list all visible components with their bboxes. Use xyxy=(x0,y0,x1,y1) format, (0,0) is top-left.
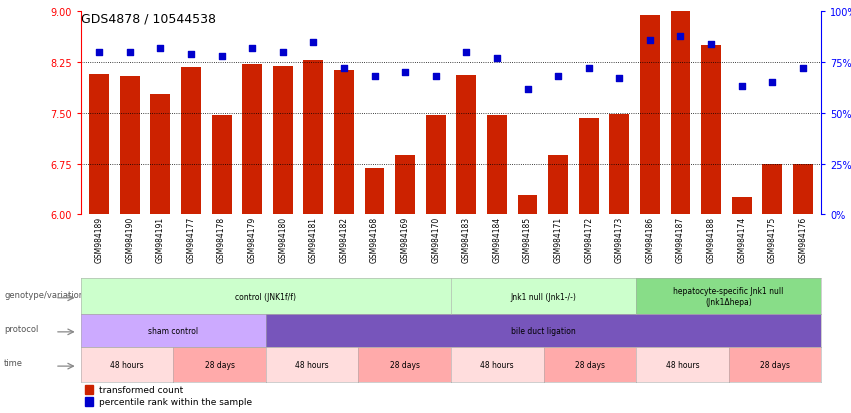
Point xyxy=(521,86,534,93)
Point xyxy=(123,50,137,56)
Point xyxy=(429,74,443,81)
Point xyxy=(460,50,473,56)
Bar xyxy=(181,68,201,215)
Point xyxy=(93,50,106,56)
Bar xyxy=(273,66,293,215)
Bar xyxy=(364,169,385,215)
Point xyxy=(276,50,289,56)
Bar xyxy=(89,74,109,215)
Bar xyxy=(793,164,813,215)
Bar xyxy=(701,46,721,215)
Bar xyxy=(456,76,477,215)
Point xyxy=(613,76,626,83)
Point xyxy=(337,66,351,72)
Text: 28 days: 28 days xyxy=(204,360,235,369)
Point xyxy=(184,52,197,58)
Bar xyxy=(487,116,507,215)
Text: 28 days: 28 days xyxy=(574,360,605,369)
Bar xyxy=(762,164,782,215)
Text: 28 days: 28 days xyxy=(390,360,420,369)
Bar xyxy=(212,116,231,215)
Point xyxy=(153,45,167,52)
Text: hepatocyte-specific Jnk1 null
(Jnk1Δhepa): hepatocyte-specific Jnk1 null (Jnk1Δhepa… xyxy=(673,287,784,306)
Bar xyxy=(671,9,690,215)
Point xyxy=(490,56,504,62)
Text: 48 hours: 48 hours xyxy=(295,360,329,369)
Bar xyxy=(579,119,598,215)
Bar xyxy=(151,95,170,215)
Point xyxy=(735,84,749,90)
Bar xyxy=(732,198,751,215)
Point xyxy=(214,54,228,60)
Text: GDS4878 / 10544538: GDS4878 / 10544538 xyxy=(81,12,216,25)
Point xyxy=(705,41,718,48)
Bar xyxy=(304,61,323,215)
Text: control (JNK1f/f): control (JNK1f/f) xyxy=(236,292,296,301)
Text: 28 days: 28 days xyxy=(760,360,790,369)
Text: sham control: sham control xyxy=(148,326,198,335)
Text: protocol: protocol xyxy=(4,324,38,333)
Text: bile duct ligation: bile duct ligation xyxy=(511,326,576,335)
Point xyxy=(796,66,809,72)
Point xyxy=(368,74,381,81)
Text: percentile rank within the sample: percentile rank within the sample xyxy=(100,397,253,406)
Text: 48 hours: 48 hours xyxy=(481,360,514,369)
Text: Jnk1 null (Jnk1-/-): Jnk1 null (Jnk1-/-) xyxy=(511,292,576,301)
Bar xyxy=(334,70,354,215)
Text: genotype/variation: genotype/variation xyxy=(4,290,84,299)
Bar xyxy=(395,155,415,215)
Bar xyxy=(84,385,94,394)
Point xyxy=(643,38,657,44)
Bar xyxy=(84,397,94,406)
Bar xyxy=(243,65,262,215)
Bar xyxy=(517,196,538,215)
Point xyxy=(582,66,596,72)
Bar xyxy=(120,76,140,215)
Bar xyxy=(640,16,660,215)
Point xyxy=(306,40,320,46)
Bar xyxy=(426,116,446,215)
Text: 48 hours: 48 hours xyxy=(665,360,700,369)
Text: transformed count: transformed count xyxy=(100,385,184,394)
Bar xyxy=(609,115,629,215)
Point xyxy=(765,80,779,87)
Point xyxy=(245,45,259,52)
Bar xyxy=(548,155,568,215)
Text: time: time xyxy=(4,358,23,367)
Text: 48 hours: 48 hours xyxy=(111,360,144,369)
Point xyxy=(551,74,565,81)
Point xyxy=(398,70,412,76)
Point xyxy=(674,33,688,40)
